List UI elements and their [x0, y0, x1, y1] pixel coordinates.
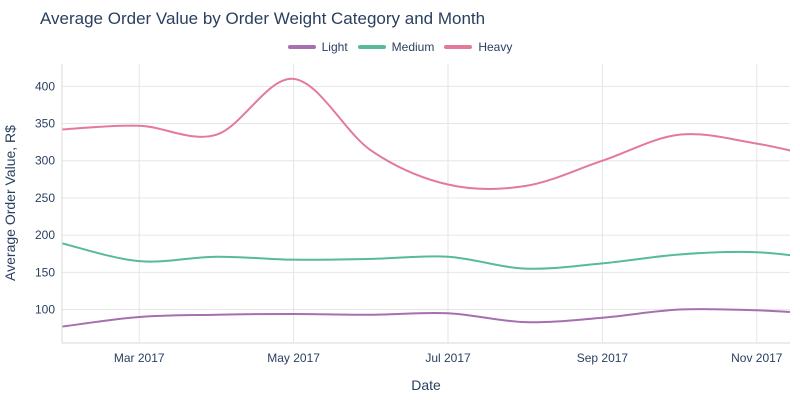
- legend-item-medium[interactable]: Medium: [357, 40, 435, 54]
- gridlines: [62, 64, 790, 343]
- legend-item-heavy[interactable]: Heavy: [444, 40, 512, 54]
- x-axis-title: Date: [411, 377, 441, 393]
- chart-title: Average Order Value by Order Weight Cate…: [40, 9, 486, 28]
- series-line-light[interactable]: [62, 300, 800, 328]
- series-line-heavy[interactable]: [62, 77, 800, 190]
- x-tick-label: Mar 2017: [114, 351, 165, 365]
- y-tick-label: 200: [35, 228, 55, 242]
- x-tick-label: Nov 2017: [731, 351, 783, 365]
- legend-label-heavy: Heavy: [478, 40, 513, 54]
- x-tick-label: Jul 2017: [425, 351, 471, 365]
- axes: 100 150 200 250 300 350 400 Mar 2017 May 2017 Jul…: [35, 64, 790, 365]
- y-tick-label: 150: [35, 265, 55, 279]
- y-tick-label: 300: [35, 154, 55, 168]
- y-axis-title: Average Order Value, R$: [2, 125, 18, 281]
- y-tick-label: 250: [35, 191, 55, 205]
- legend: Light Medium Heavy: [0, 40, 800, 54]
- legend-swatch-light: [287, 45, 316, 49]
- y-tick-label: 350: [35, 117, 55, 131]
- legend-label-light: Light: [321, 40, 348, 54]
- series-line-medium[interactable]: [62, 242, 800, 272]
- legend-swatch-medium: [357, 45, 386, 49]
- x-tick-label: May 2017: [267, 351, 320, 365]
- y-tick-label: 400: [35, 79, 55, 93]
- legend-swatch-heavy: [444, 45, 473, 49]
- y-tick-label: 100: [35, 303, 55, 317]
- legend-label-medium: Medium: [391, 40, 435, 54]
- legend-item-light[interactable]: Light: [287, 40, 348, 54]
- x-tick-label: Sep 2017: [577, 351, 629, 365]
- series-lines: [62, 77, 800, 328]
